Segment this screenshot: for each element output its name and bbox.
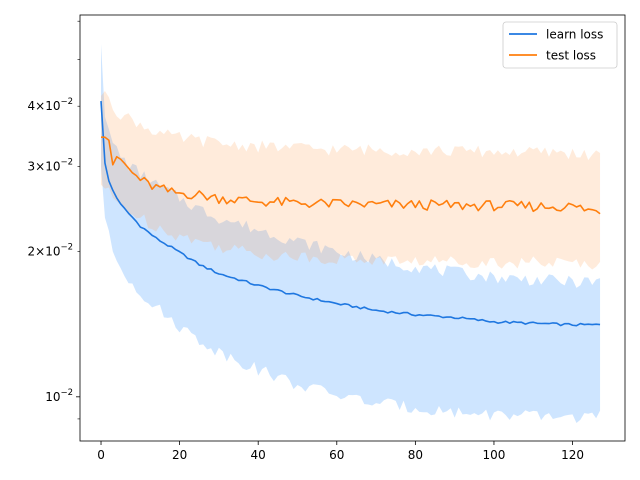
line-test-loss (101, 136, 601, 215)
confidence-bands (101, 44, 601, 423)
y-tick-label: 4×10−2 (27, 97, 73, 113)
plot-frame (79, 14, 626, 442)
x-tick-label: 20 (172, 448, 187, 462)
x-tick-label: 40 (251, 448, 266, 462)
y-axis: 10−2 2×10−2 3×10−2 4×10−2 (27, 20, 80, 420)
x-axis: 0 20 40 60 80 100 120 (97, 441, 584, 462)
x-tick-label: 120 (561, 448, 584, 462)
legend-label: learn loss (546, 28, 603, 42)
legend: learn loss test loss (502, 21, 618, 69)
y-tick-label: 10−2 (45, 388, 73, 404)
series-lines (100, 100, 601, 327)
x-tick-label: 0 (97, 448, 105, 462)
band-learn-loss (101, 44, 601, 423)
y-tick-label: 3×10−2 (27, 158, 73, 174)
x-tick-label: 60 (329, 448, 344, 462)
legend-label: test loss (546, 49, 596, 63)
x-tick-label: 80 (408, 448, 423, 462)
band-test-loss (101, 91, 601, 270)
x-tick-label: 100 (483, 448, 506, 462)
line-learn-loss (100, 100, 601, 327)
y-tick-label: 2×10−2 (27, 243, 73, 259)
